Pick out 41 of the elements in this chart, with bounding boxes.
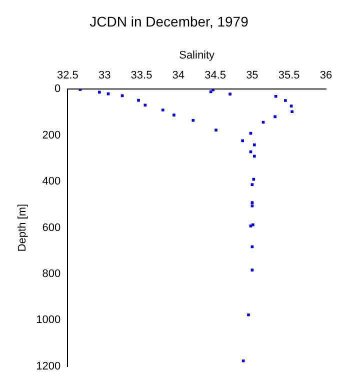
x-tick-label: 35 [246, 70, 258, 82]
x-tick-label: 33.5 [130, 70, 152, 82]
point [228, 92, 232, 96]
point [247, 313, 250, 316]
point [161, 108, 164, 112]
point [252, 143, 256, 146]
point [144, 104, 147, 107]
x-tick-label: 34 [172, 70, 185, 82]
x-tick-label: 36 [320, 70, 332, 82]
y-tick-label: 1200 [36, 360, 61, 372]
point [172, 114, 176, 116]
point [250, 204, 254, 208]
point [249, 224, 252, 228]
x-tick-label: 33 [98, 70, 111, 82]
point [274, 115, 276, 118]
point [274, 94, 278, 98]
point [137, 98, 140, 102]
point [250, 201, 254, 204]
x-tick-label: 35.5 [278, 70, 300, 82]
point [284, 99, 287, 102]
point [250, 183, 254, 186]
point [290, 110, 294, 114]
point [290, 104, 293, 108]
point [98, 90, 101, 94]
x-axis-title: Salinity [179, 49, 216, 62]
y-axis-title: Depth [m] [16, 204, 29, 252]
x-tick-label: 32.5 [56, 70, 78, 82]
point [250, 268, 254, 272]
point [214, 128, 218, 132]
point [192, 118, 195, 122]
x-tick-label: 34.5 [204, 70, 226, 82]
y-tick-label: 200 [42, 129, 61, 142]
y-tick-label: 600 [42, 222, 61, 234]
y-tick-label: 400 [42, 176, 61, 188]
y-tick-label: 0 [54, 83, 61, 96]
y-tick-label: 800 [42, 268, 61, 280]
point [241, 139, 244, 142]
y-tick-label: 1000 [36, 314, 61, 326]
point [242, 359, 245, 362]
chart-title: JCDN in December, 1979 [90, 13, 249, 30]
point [252, 154, 256, 158]
